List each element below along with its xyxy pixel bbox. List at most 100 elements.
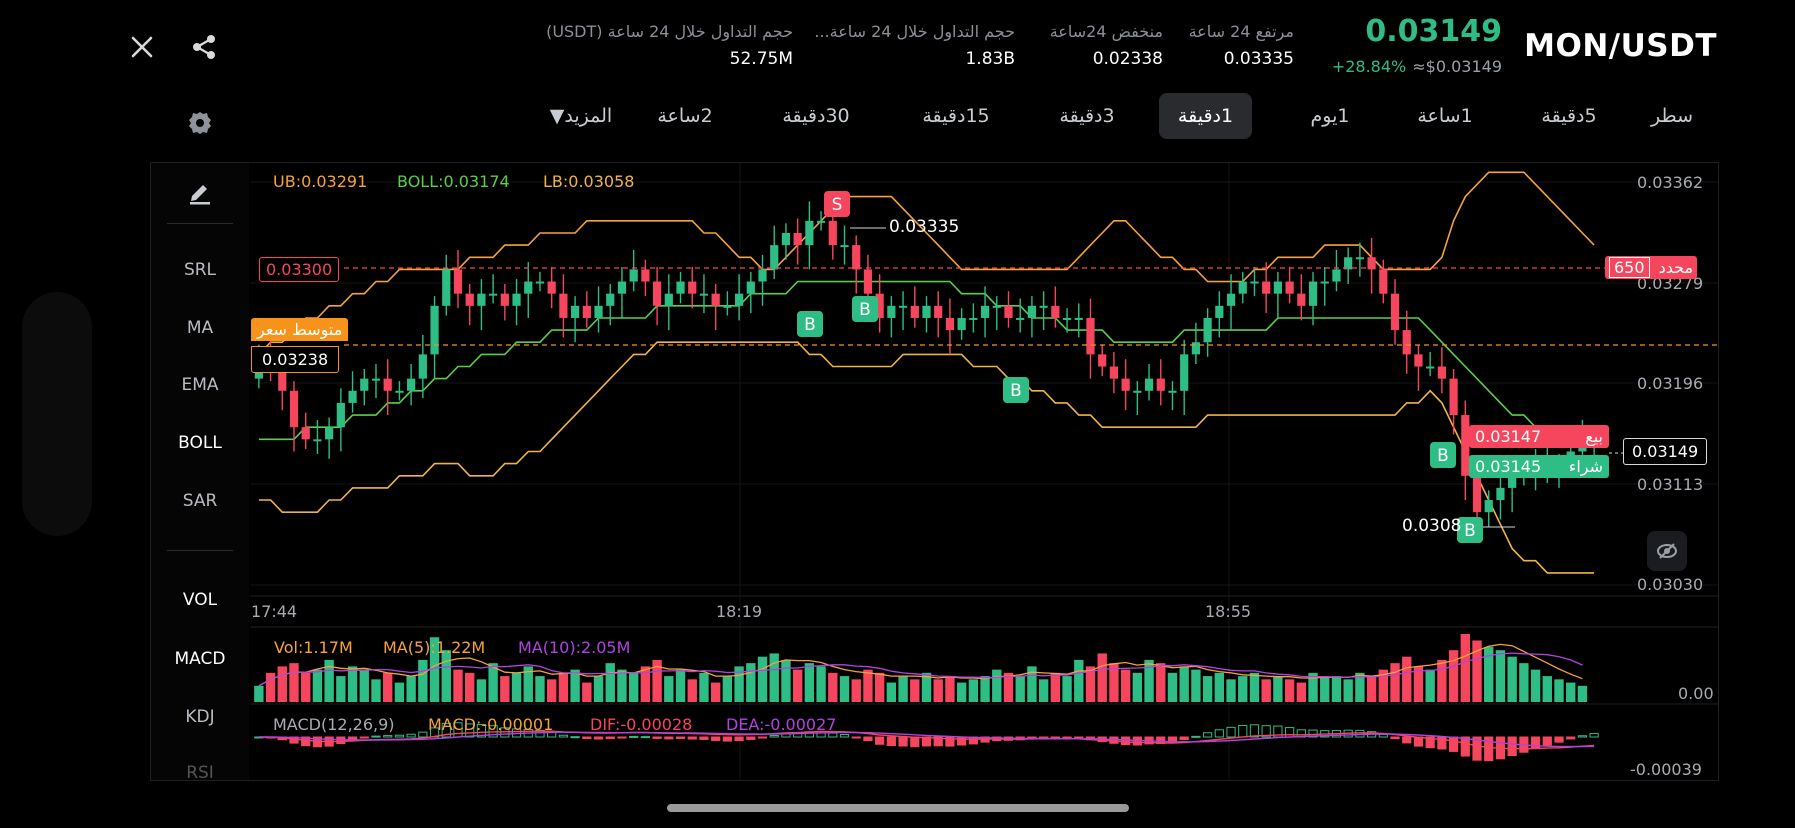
tab-1d[interactable]: 1يوم [1310,105,1350,127]
volume-bar [1331,676,1342,702]
candle-body [1355,257,1364,260]
price-tick: 0.03113 [1637,475,1704,494]
candle-body [559,293,568,318]
candle-body [1156,378,1165,391]
macd-dif-label: DIF:-0.00028 [590,715,693,734]
volume-bar [1577,685,1588,702]
indicator-kdj[interactable]: KDJ [185,707,215,727]
volume-bar [301,672,311,702]
usd-price: ≈$0.03149 [1412,57,1502,76]
tab-line[interactable]: سطر [1651,105,1693,127]
volume-bar [1343,679,1353,702]
candle-body [1344,257,1353,270]
tab-2h[interactable]: 2ساعة [657,105,713,127]
limit-order-tag[interactable]: 650 محدد [1605,256,1698,279]
gear-icon [189,112,211,134]
indicator-boll[interactable]: BOLL [178,433,222,453]
macd-histogram-bar [746,736,756,740]
candle-body [793,232,802,246]
tab-1h[interactable]: 1ساعة [1417,105,1473,127]
candle-body [325,427,334,440]
boll-ub-label: UB:0.03291 [273,172,368,191]
volume-ma10-line [258,652,1583,687]
candle-body [1273,281,1282,294]
volume-bar [792,669,803,702]
limit-price-tag[interactable]: 0.03300 [259,257,340,282]
limit-qty: 650 [1609,257,1650,278]
candle-body [641,269,650,282]
candle-body [840,245,849,248]
macd-histogram-bar [1448,736,1459,752]
macd-histogram-bar [839,734,850,738]
candle-body [1004,305,1013,318]
volume-bar [968,679,979,702]
macd-histogram-bar [1074,736,1084,739]
candle-body [1191,342,1200,355]
share-button[interactable] [184,27,224,67]
indicator-sidebar: SRL MA EMA BOLL SAR VOL MACD KDJ RSI [151,163,249,780]
stat-value: 1.83B [965,49,1015,69]
macd-histogram-bar [933,736,943,747]
time-tick: 17:44 [251,602,298,621]
sell-order-tag[interactable]: 0.03147 بيع [1469,425,1609,448]
volume-bar [781,659,791,702]
tab-1m[interactable]: 1دقيقة [1159,93,1252,139]
boll-lb-label: LB:0.03058 [543,172,635,191]
volume-bar [1003,672,1014,702]
macd-histogram-bar [1355,729,1365,738]
indicator-rsi[interactable]: RSI [186,763,214,779]
indicator-vol[interactable]: VOL [182,590,218,610]
indicator-sar[interactable]: SAR [182,491,218,511]
candle-body [887,305,896,318]
settings-button[interactable] [180,103,220,143]
eye-toggle-icon [1657,543,1677,559]
volume-bar [687,679,697,702]
candle-body [489,293,498,296]
time-tick: 18:19 [716,602,763,621]
volume-bar [734,666,744,702]
candle-body [653,281,662,306]
draw-tool-button[interactable] [151,177,249,210]
volume-bar [945,676,955,702]
tab-30m[interactable]: 30دقيقة [782,105,850,127]
indicator-srl[interactable]: SRL [183,260,217,280]
avg-price-label: متوسط سعر [251,318,349,341]
indicator-ma[interactable]: MA [186,318,214,338]
candle-body [676,281,685,294]
pair-title[interactable]: MON/USDT [1524,28,1717,64]
macd-histogram-bar [1179,736,1189,740]
candle-body [875,293,884,318]
indicator-ema[interactable]: EMA [181,375,219,395]
vol-axis-label: 0.00 [1678,684,1714,703]
volume-ma5-line [258,643,1583,687]
indicator-macd[interactable]: MACD [174,649,226,669]
macd-histogram-bar [1050,736,1060,739]
low-price-label: 0.0308 [1402,516,1462,536]
volume-bar [1530,669,1541,702]
volume-bar [1472,640,1482,702]
tab-3m[interactable]: 3دقيقة [1059,105,1115,127]
macd-dif-line [258,730,1595,750]
candle-body [500,293,509,306]
macd-histogram-bar [359,736,369,739]
candle-body [723,305,732,308]
buy-order-tag[interactable]: 0.03145 شراء [1469,455,1609,478]
close-button[interactable] [122,27,162,67]
volume-bar [582,682,592,702]
tab-more[interactable]: المزيد▼ [549,105,613,127]
candle-body [1039,305,1048,308]
tab-15m[interactable]: 15دقيقة [922,105,990,127]
macd-histogram-bar [558,734,568,738]
candle-body [1379,269,1388,294]
stat-label: حجم التداول خلال 24 ساعة (USDT) [546,22,793,41]
macd-histogram-bar [1378,733,1388,738]
macd-histogram-bar [394,734,405,738]
boll-middle-line [258,280,1595,441]
buy-badge: B [1437,446,1449,466]
tab-5m[interactable]: 5دقيقة [1541,105,1597,127]
volume-bar [265,672,276,702]
candle-body [1414,354,1423,367]
indicator-visibility-button[interactable] [1647,531,1687,571]
candle-body [969,317,978,320]
